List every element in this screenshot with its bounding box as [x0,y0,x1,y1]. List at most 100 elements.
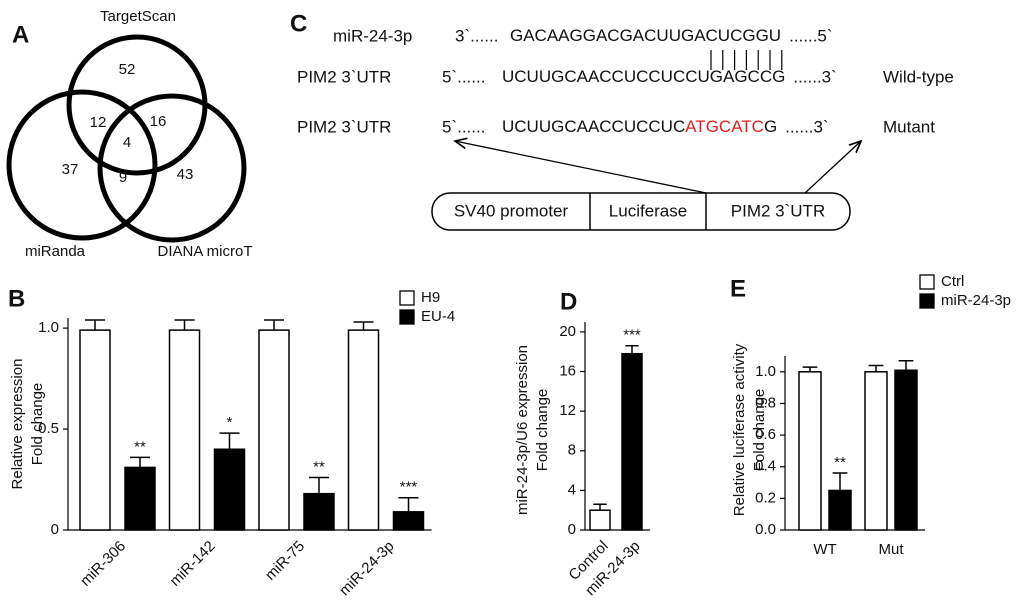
significance: * [227,414,233,431]
bar [392,511,425,531]
x-tick-label: miR-24-3p [336,538,398,600]
venn-circle [97,93,247,243]
panel-label: C [290,10,307,37]
bar [347,329,380,531]
sequence-part: GACAAGGACGACUUGACUCGGU [510,26,781,45]
error-bar [130,456,150,468]
set-label: DIANA microT [157,243,252,260]
y-tick-label: 8 [568,442,576,459]
y-axis-label: Relative luciferase activity [731,343,748,516]
bar [894,369,918,531]
x-tick-label: miR-142 [167,538,219,590]
end-3: ......3` [793,67,836,86]
y-tick-label: 0 [568,521,576,538]
end-5: 5`...... [442,117,485,136]
sequence-part: UCUUGCAACCUCCUC [502,117,685,136]
set-label: TargetScan [100,8,176,25]
y-tick-label: 0.5 [38,420,59,437]
legend-swatch [399,309,415,325]
region-count: 9 [119,169,127,186]
end-3: ......5` [789,26,832,45]
significance: *** [400,479,418,496]
construct-box [431,192,851,231]
end-5: 3`...... [455,26,498,45]
x-tick-label: miR-306 [77,538,129,590]
legend-swatch [399,290,415,306]
sequence: GACAAGGACGACUUGACUCGGU [510,26,781,45]
row-tag: Mutant [883,117,935,136]
legend-label: EU-4 [421,308,455,325]
significance: ** [134,438,146,455]
bar [303,492,335,531]
bar [124,466,156,531]
error-bar [625,345,639,354]
significance: ** [313,458,325,475]
y-tick-label: 0 [51,521,59,538]
y-tick-label: 0.0 [755,521,776,538]
y-axis-label: Fold change [29,383,46,466]
legend-label: miR-24-3p [941,292,1011,309]
error-bar [264,319,284,331]
mutation: ATGCATC [685,117,764,136]
panel-label: E [730,275,746,302]
y-tick-label: 0.4 [755,458,776,475]
panel-label: D [560,288,577,315]
bar [589,509,611,531]
legend-label: H9 [421,289,440,306]
row-name: PIM2 3`UTR [297,67,391,86]
error-bar [309,476,329,494]
legend-swatch [919,293,935,309]
region-count: 4 [123,134,131,151]
error-bar [832,472,848,491]
arrow [455,141,707,194]
end-5: 5`...... [442,67,485,86]
sequence: UCUUGCAACCUCCUCCUGAGCCG [502,67,785,86]
y-tick-label: 20 [559,323,576,340]
region-count: 43 [177,166,194,183]
bar [79,329,111,531]
construct-part: Luciferase [609,201,687,220]
panel-label: A [12,21,29,48]
x-tick-label: WT [813,541,836,558]
y-tick-label: 0.2 [755,489,776,506]
construct-part: PIM2 3`UTR [731,201,825,220]
row-name: miR-24-3p [333,26,412,45]
error-bar [593,503,607,511]
bar [168,329,201,531]
y-tick-label: 0.8 [755,394,776,411]
end-3: ......3` [785,117,828,136]
bar [798,371,822,531]
y-axis-label: miR-24-3p/U6 expression [514,345,531,515]
error-bar [898,359,914,371]
construct-part: SV40 promoter [454,201,569,220]
region-count: 37 [62,161,79,178]
error-bar [868,364,884,372]
region-count: 16 [150,113,167,130]
error-bar [219,432,240,450]
arrow [804,141,861,194]
significance: ** [834,454,846,471]
x-tick-label: miR-75 [262,538,308,584]
bar [864,371,888,531]
sequence: UCUUGCAACCUCCUCATGCATCG [502,117,777,136]
error-bar [398,496,419,512]
bar [258,329,290,531]
error-bar [174,319,195,331]
error-bar [353,321,374,331]
y-tick-label: 4 [568,481,576,498]
legend-swatch [919,274,935,290]
sequence-part: UCUUGCAACCUCCUCCUGAGCCG [502,67,785,86]
region-count: 12 [90,114,107,131]
y-tick-label: 12 [559,402,576,419]
x-tick-label: Mut [878,541,904,558]
panel-label: B [8,285,25,312]
y-tick-label: 0.6 [755,426,776,443]
error-bar [802,366,818,372]
bar [621,352,643,531]
y-axis-label: Fold change [534,389,551,472]
row-name: PIM2 3`UTR [297,117,391,136]
set-label: miRanda [25,243,86,260]
legend-label: Ctrl [941,273,964,290]
